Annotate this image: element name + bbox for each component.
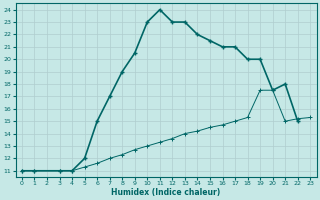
X-axis label: Humidex (Indice chaleur): Humidex (Indice chaleur) xyxy=(111,188,221,197)
